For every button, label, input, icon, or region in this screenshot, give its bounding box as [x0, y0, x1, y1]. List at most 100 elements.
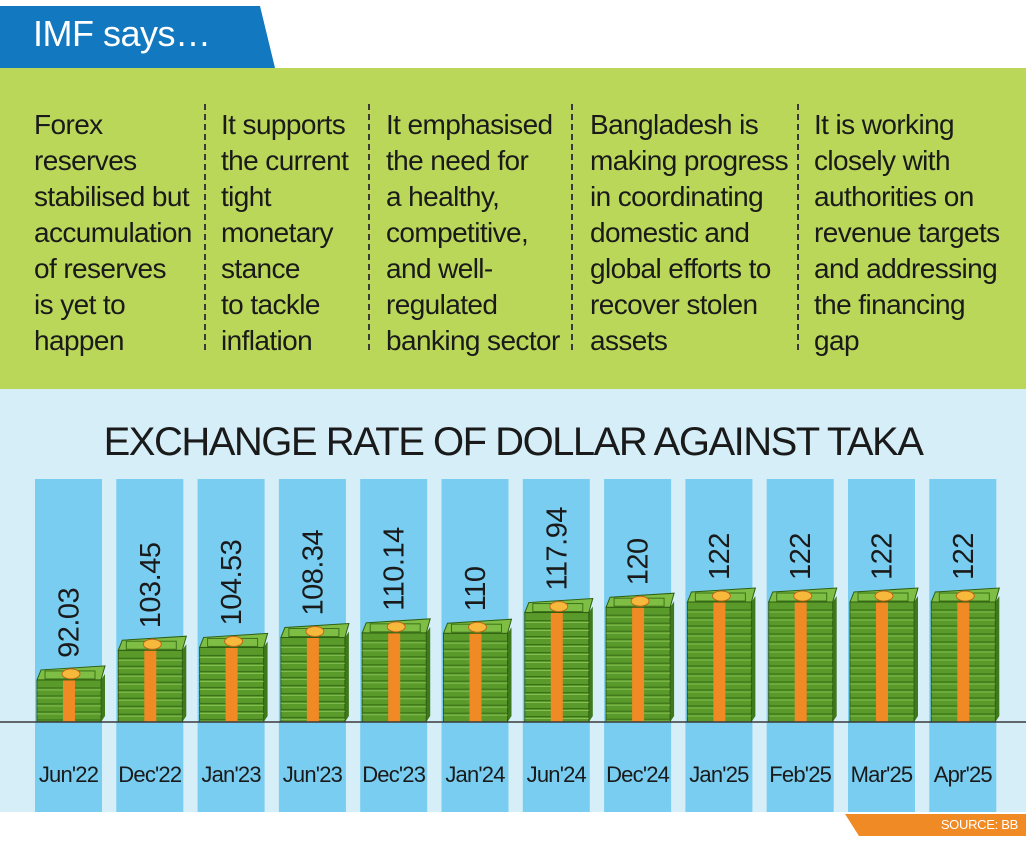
value-label-10: 122	[867, 533, 899, 580]
value-label-5: 110	[460, 566, 492, 611]
taka-coin-icon	[305, 626, 325, 638]
imf-point-line: and addressing	[814, 253, 998, 284]
imf-point-line: It supports	[221, 109, 346, 140]
taka-coin-icon	[630, 595, 650, 607]
category-label-1: Dec'22	[118, 762, 182, 787]
category-label-4: Dec'23	[362, 762, 426, 787]
bar-3: 108.34 Jun'23	[278, 479, 350, 812]
banknote-stack	[686, 587, 757, 723]
bar-9: 122 Feb'25	[766, 479, 838, 812]
banknote-stack	[767, 587, 838, 723]
bar-5: 110 Jan'24	[441, 479, 513, 812]
imf-point-line: and well-	[386, 253, 493, 284]
imf-point-line: making progress	[590, 145, 789, 176]
banknote-stack	[524, 598, 594, 723]
imf-point-line: stabilised but	[34, 181, 190, 212]
taka-coin-icon	[793, 590, 813, 602]
banknote-stack	[849, 587, 919, 723]
bar-column	[35, 479, 102, 812]
imf-point-line: of reserves	[34, 253, 167, 284]
banknote-stack	[930, 587, 1000, 723]
bill-band	[550, 612, 563, 722]
imf-point-2: It supports the current tight monetary stanc…	[221, 107, 349, 359]
imf-point-line: tight	[221, 181, 272, 212]
value-label-4: 110.14	[379, 527, 411, 611]
chart-title: EXCHANGE RATE OF DOLLAR AGAINST TAKA	[103, 420, 924, 464]
bar-1: 103.45 Dec'22	[116, 479, 187, 812]
bill-band	[957, 602, 970, 722]
taka-coin-icon	[955, 590, 975, 602]
imf-point-line: accumulation	[34, 217, 192, 248]
bar-4: 110.14 Dec'23	[360, 479, 431, 812]
category-label-9: Feb'25	[769, 762, 831, 787]
category-label-0: Jun'22	[39, 762, 99, 787]
taka-coin-icon	[711, 590, 731, 602]
imf-point-line: Bangladesh is	[590, 109, 759, 140]
imf-point-5: It is working closely with authorities on r…	[814, 107, 1000, 359]
bar-7: 120 Dec'24	[604, 479, 675, 812]
imf-point-line: stance	[221, 253, 301, 284]
bar-2: 104.53 Jan'23	[197, 479, 269, 812]
banknote-stack	[198, 632, 269, 723]
imf-point-line: gap	[814, 325, 860, 356]
bill-band	[876, 602, 888, 722]
imf-point-3: It emphasised the need for a healthy, compe…	[386, 107, 560, 359]
imf-point-line: competitive,	[386, 217, 529, 248]
bill-band	[63, 679, 75, 722]
value-label-9: 122	[785, 533, 817, 580]
category-label-2: Jan'23	[201, 762, 261, 787]
value-label-1: 103.45	[135, 543, 167, 629]
banknote-stack	[36, 665, 106, 723]
value-label-11: 122	[948, 533, 980, 580]
value-label-3: 108.34	[297, 529, 329, 615]
imf-points-panel	[0, 68, 1026, 389]
imf-point-line: recover stolen	[590, 289, 758, 320]
banknote-stack	[280, 622, 350, 723]
taka-coin-icon	[61, 668, 81, 680]
bill-band	[713, 602, 726, 722]
value-label-0: 92.03	[54, 588, 86, 658]
bar-6: 117.94 Jun'24	[522, 479, 594, 812]
value-label-8: 122	[704, 533, 736, 580]
imf-point-line: is yet to	[34, 289, 126, 320]
bill-band	[144, 650, 157, 722]
bill-band	[388, 632, 401, 722]
imf-point-line: It emphasised	[386, 109, 553, 140]
imf-point-4: Bangladesh is making progress in coordinat…	[590, 107, 789, 359]
bar-11: 122 Apr'25	[929, 479, 1000, 812]
imf-point-line: inflation	[221, 325, 313, 356]
imf-point-line: a healthy,	[386, 181, 500, 212]
imf-point-line: domestic and	[590, 217, 750, 248]
taka-coin-icon	[874, 590, 894, 602]
imf-point-line: the current	[221, 145, 349, 176]
banknote-stack	[442, 618, 513, 723]
imf-point-line: authorities on	[814, 181, 974, 212]
source-tag: SOURCE: BB	[845, 814, 1026, 836]
category-label-7: Dec'24	[606, 762, 670, 787]
taka-coin-icon	[549, 601, 569, 613]
value-label-2: 104.53	[216, 540, 248, 626]
taka-coin-icon	[386, 621, 406, 633]
column-divider	[368, 104, 370, 350]
column-divider	[797, 104, 799, 350]
category-label-8: Jan'25	[689, 762, 749, 787]
category-label-5: Jan'24	[445, 762, 505, 787]
imf-point-line: happen	[34, 325, 124, 356]
header-tab	[0, 6, 275, 68]
column-divider	[204, 104, 206, 350]
category-label-3: Jun'23	[283, 762, 343, 787]
imf-point-line: regulated	[386, 289, 498, 320]
bill-band	[632, 607, 645, 722]
imf-point-line: the need for	[386, 145, 529, 176]
column-divider	[571, 104, 573, 350]
imf-point-line: in coordinating	[590, 181, 764, 212]
imf-point-line: to tackle	[221, 289, 320, 320]
imf-point-line: global efforts to	[590, 253, 771, 284]
category-label-11: Apr'25	[934, 762, 993, 787]
imf-point-line: It is working	[814, 109, 955, 140]
imf-point-line: Forex	[34, 109, 103, 140]
imf-point-line: closely with	[814, 145, 951, 176]
value-label-6: 117.94	[541, 507, 573, 591]
value-label-7: 120	[623, 538, 655, 585]
bar-10: 122 Mar'25	[848, 479, 919, 812]
